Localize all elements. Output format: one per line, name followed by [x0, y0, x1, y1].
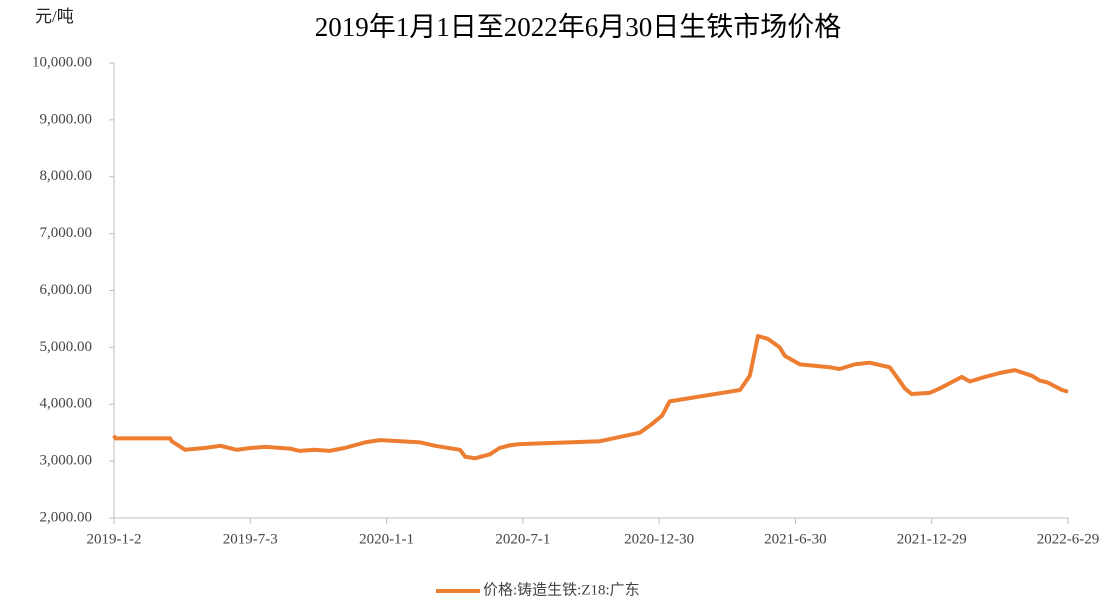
- legend-label: 价格:铸造生铁:Z18:广东: [483, 581, 640, 598]
- y-tick-label: 3,000.00: [40, 453, 93, 469]
- x-tick-label: 2020-1-1: [359, 531, 414, 547]
- x-tick-label: 2022-6-29: [1037, 531, 1100, 547]
- y-tick-label: 9,000.00: [40, 111, 93, 127]
- series-line: [112, 334, 1069, 461]
- y-tick-label: 2,000.00: [40, 509, 93, 525]
- x-tick-label: 2021-6-30: [764, 531, 827, 547]
- y-tick-label: 4,000.00: [40, 396, 93, 412]
- x-tick-label: 2020-7-1: [495, 531, 550, 547]
- y-tick-label: 6,000.00: [40, 282, 93, 298]
- x-tick-label: 2019-1-2: [87, 531, 142, 547]
- x-tick-label: 2019-7-3: [223, 531, 278, 547]
- y-tick-label: 5,000.00: [40, 339, 93, 355]
- y-tick-label: 8,000.00: [40, 168, 93, 184]
- y-axis-label: 元/吨: [35, 7, 74, 26]
- chart-title: 2019年1月1日至2022年6月30日生铁市场价格: [315, 12, 842, 42]
- y-tick-label: 10,000.00: [32, 54, 92, 70]
- x-tick-label: 2020-12-30: [624, 531, 694, 547]
- x-tick-label: 2021-12-29: [897, 531, 967, 547]
- y-tick-label: 7,000.00: [40, 225, 93, 241]
